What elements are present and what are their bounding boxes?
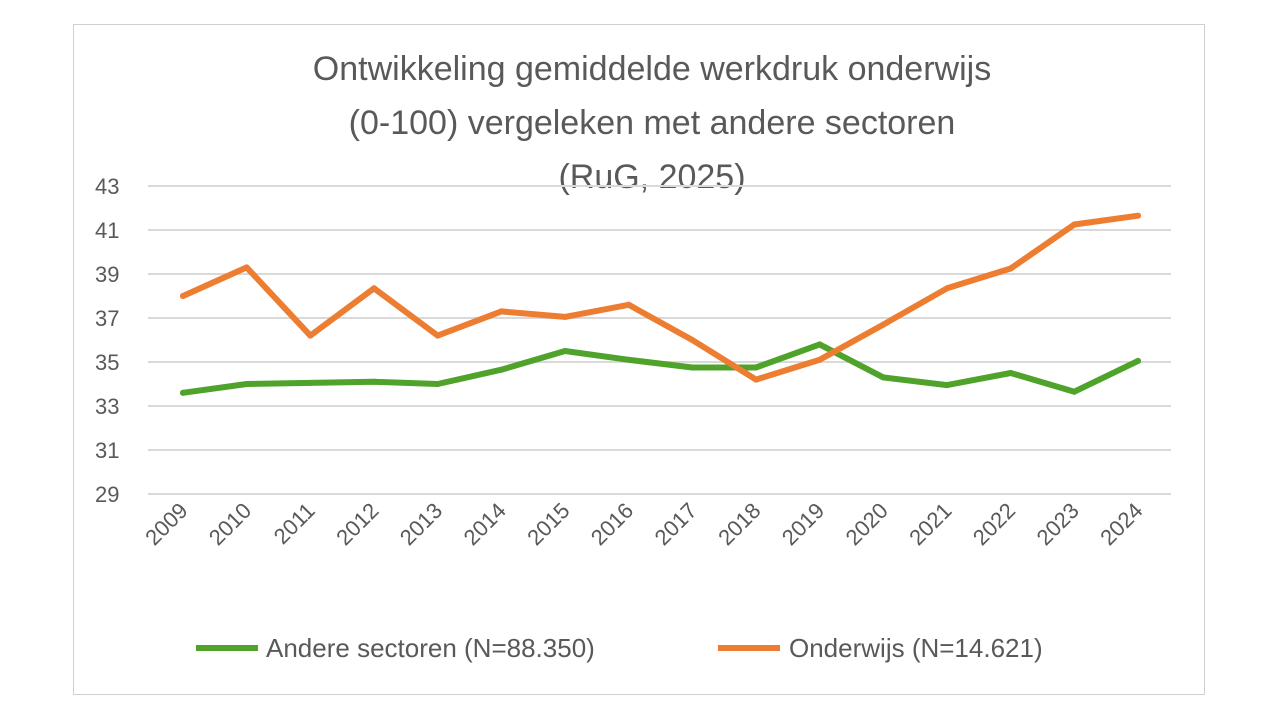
x-tick-label: 2013 [395, 498, 447, 550]
chart-title-line-1: Ontwikkeling gemiddelde werkdruk onderwi… [313, 50, 991, 88]
x-tick-label: 2009 [140, 498, 192, 550]
data-point [689, 337, 696, 343]
data-point [180, 293, 186, 299]
x-tick-label: 2024 [1095, 498, 1147, 550]
x-tick-label: 2023 [1032, 498, 1084, 550]
chart-title: Ontwikkeling gemiddelde werkdruk onderwi… [313, 50, 991, 196]
legend: Andere sectoren (N=88.350) Onderwijs (N=1… [196, 633, 1043, 663]
series-line-0 [180, 341, 1141, 396]
data-point [371, 378, 377, 385]
data-point [753, 376, 759, 383]
data-point [243, 264, 250, 271]
x-tick-label: 2012 [331, 498, 383, 550]
data-point [498, 366, 505, 373]
data-point [1071, 388, 1078, 395]
data-point [944, 285, 950, 292]
data-point [625, 301, 632, 308]
x-tick-label: 2018 [713, 498, 765, 550]
data-point [498, 308, 505, 315]
y-tick-label: 31 [95, 438, 119, 463]
x-tick-label: 2022 [968, 498, 1020, 550]
y-tick-label: 43 [95, 174, 119, 199]
data-point [307, 332, 314, 339]
x-tick-label: 2015 [522, 498, 574, 550]
data-point [371, 285, 377, 292]
data-point [307, 379, 314, 386]
data-point [434, 381, 441, 387]
data-point [1071, 221, 1078, 228]
data-point [880, 374, 887, 381]
data-point [434, 332, 441, 339]
x-tick-label: 2020 [841, 498, 893, 550]
data-point [1135, 357, 1141, 364]
legend-label-0: Andere sectoren (N=88.350) [266, 633, 595, 663]
data-point [816, 341, 823, 348]
series-line-1 [180, 212, 1141, 383]
data-point [944, 382, 950, 389]
data-point [562, 313, 568, 320]
x-axis-ticks: 2009 2010 2011 2012 2013 2014 2015 2016 2017 2018… [140, 498, 1147, 550]
x-tick-label: 2017 [650, 498, 702, 550]
data-point [753, 364, 759, 371]
data-point [1007, 370, 1014, 376]
y-tick-label: 33 [95, 394, 119, 419]
data-point [625, 356, 632, 363]
data-point [816, 356, 823, 363]
data-point [1135, 212, 1141, 219]
legend-label-1: Onderwijs (N=14.621) [789, 633, 1043, 663]
data-point [562, 348, 568, 354]
gridlines [148, 185, 1171, 495]
data-point [689, 364, 696, 371]
data-point [880, 321, 887, 328]
x-tick-label: 2019 [777, 498, 829, 550]
x-tick-label: 2016 [586, 498, 638, 550]
series-lines [180, 212, 1141, 396]
data-point [180, 389, 186, 396]
y-axis-ticks: 29 31 33 35 37 39 41 43 [95, 174, 119, 507]
data-point [1007, 265, 1014, 272]
y-tick-label: 41 [95, 218, 119, 243]
y-tick-label: 35 [95, 350, 119, 375]
x-tick-label: 2021 [904, 498, 956, 550]
y-tick-label: 39 [95, 262, 119, 287]
chart-title-line-2: (0-100) vergeleken met andere sectoren [349, 104, 956, 142]
y-tick-label: 37 [95, 306, 119, 331]
x-tick-label: 2010 [204, 498, 256, 550]
data-point [243, 381, 250, 387]
y-tick-label: 29 [95, 482, 119, 507]
chart-title-line-3: (RuG, 2025) [558, 158, 745, 196]
x-tick-label: 2011 [269, 498, 320, 549]
x-tick-label: 2014 [459, 498, 511, 550]
